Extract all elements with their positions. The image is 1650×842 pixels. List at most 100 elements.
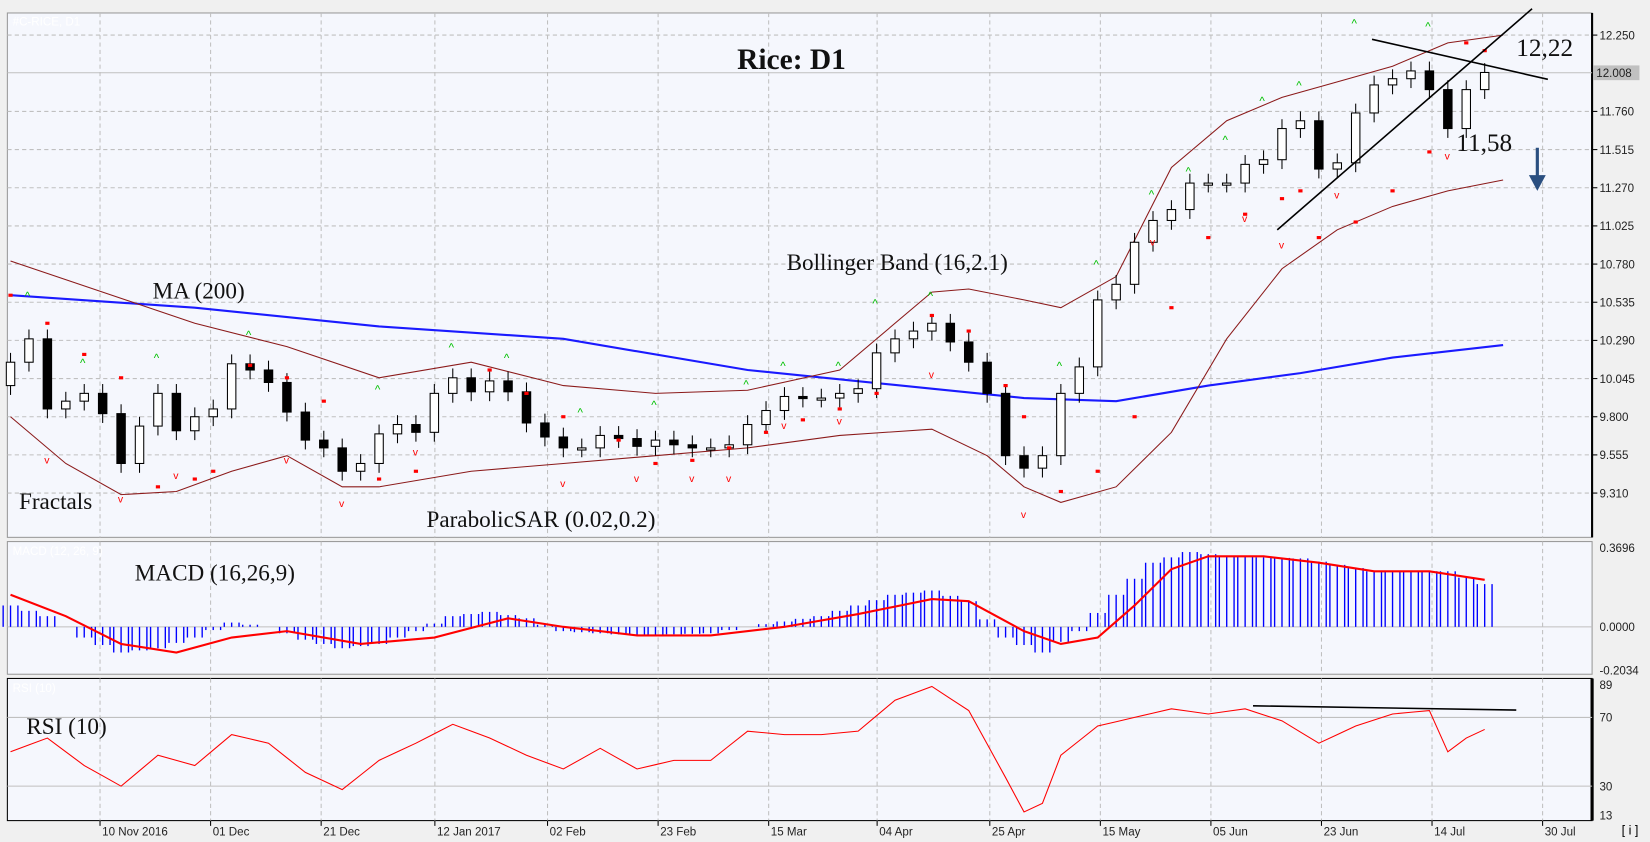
candle-body [669,439,679,446]
price-tick-label: 9.555 [1599,450,1628,462]
candle [116,404,126,473]
candle [1037,446,1048,478]
candle [1074,357,1085,403]
candle [927,313,937,341]
candle-body [1129,241,1140,285]
candle [761,401,771,434]
candle [1166,200,1177,230]
sar-dot [1464,41,1469,45]
triangle-upper-line[interactable] [1371,38,1549,81]
candle [577,438,587,458]
candle-body [1406,70,1416,80]
candle-body [42,338,53,410]
candle [319,430,329,458]
candle [1424,61,1435,99]
sar-dot [413,469,419,473]
candle [263,360,274,392]
sar-dot [800,418,805,422]
candle-body [1461,89,1471,130]
candle [282,373,292,422]
triangle-lower-line[interactable] [1276,8,1533,231]
candle [1479,63,1490,99]
candle [1019,446,1029,478]
info-button[interactable]: [ i ] [1622,823,1639,837]
candle [963,332,974,372]
candle-body [540,422,550,438]
candle [1461,80,1471,138]
candle-body [79,392,89,402]
fractal-up-icon: ^ [1057,361,1063,373]
candle-body [853,388,863,394]
sar-dot [690,458,695,462]
candle-body [798,395,808,400]
candle-body [226,363,237,410]
candle-body [761,409,771,426]
fractal-up-icon: ^ [80,358,86,370]
candle-body [595,434,605,449]
fractal-down-icon: v [929,369,935,381]
rsi-panel[interactable] [6,677,1593,822]
macd-tick-label: -0.2034 [1599,666,1639,678]
candle-body [982,361,992,394]
candle-body [153,392,163,427]
candle [190,407,200,441]
date-tick-label: 05 Jun [1213,826,1248,838]
candle [669,430,679,455]
candle-body [97,392,108,415]
level-high-label: 12,22 [1516,34,1573,62]
fractal-down-icon: v [339,498,345,510]
candle-body [521,391,532,424]
sar-dot [1279,197,1285,201]
sar-dot [321,399,326,403]
rsi-resistance-line[interactable] [1253,705,1517,711]
sar-dot [1095,469,1100,473]
date-tick-label: 10 Nov 2016 [102,826,168,838]
candle-body [116,413,126,464]
date-tick-label: 15 Mar [771,826,807,838]
candle-body [835,392,845,399]
sar-dot [82,352,87,357]
sar-dot [1132,415,1137,419]
main-panel[interactable] [6,12,1593,538]
candle-body [484,380,495,393]
candle [1000,384,1011,466]
fractal-down-icon: v [1445,151,1451,163]
candle-body [1424,70,1435,91]
candle [1129,232,1140,294]
sar-dot [1206,236,1211,240]
candle-body [374,433,384,464]
sar-dot [1298,189,1303,193]
candle [540,413,550,447]
fractal-up-icon: ^ [872,299,878,311]
fractal-up-icon: ^ [246,330,252,342]
fractal-up-icon: ^ [578,408,584,420]
candle [558,427,569,458]
candle [97,384,108,423]
candle [448,368,458,403]
fractal-up-icon: ^ [1425,21,1431,33]
fractal-up-icon: ^ [836,361,842,373]
candle-body [1148,219,1158,243]
candle-body [1092,299,1103,368]
candle-body [392,424,403,435]
candle [687,435,698,458]
candle-body [282,381,292,413]
sar-dot [929,313,934,318]
candle-body [337,447,347,472]
sar-dot [487,368,492,372]
candle [1258,150,1269,174]
candle-body [300,411,311,441]
fractal-up-icon: ^ [1186,166,1192,178]
macd-ghost-label: MACD (12, 26, 9) [13,546,103,558]
candle [816,388,827,408]
candle [300,402,311,450]
rsi-label: RSI (10) [26,714,106,740]
candle [153,384,163,436]
sar-dot [376,477,382,481]
date-tick-label: 12 Jan 2017 [437,826,501,838]
candle-body [208,408,218,418]
candle-body [650,439,661,447]
sar-dot [1390,189,1395,193]
date-tick-label: 02 Feb [550,826,586,838]
